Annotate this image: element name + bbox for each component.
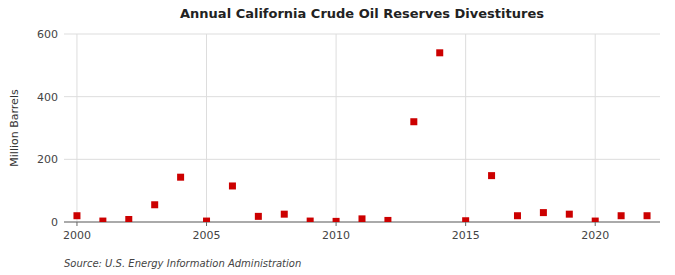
x-grid-line	[336, 34, 337, 222]
point	[307, 218, 314, 222]
chart: Annual California Crude Oil Reserves Div…	[0, 0, 675, 275]
x-tick-label: 2005	[193, 229, 221, 242]
point	[462, 217, 469, 222]
x-tick-label: 2015	[452, 229, 480, 242]
point	[177, 174, 184, 181]
y-grid-line	[64, 159, 660, 160]
point	[203, 218, 210, 222]
point	[436, 49, 443, 56]
y-tick-label: 600	[37, 28, 58, 41]
point	[99, 218, 106, 222]
point	[151, 201, 158, 208]
chart-container: Annual California Crude Oil Reserves Div…	[0, 0, 675, 275]
x-tick	[465, 222, 466, 226]
x-tick	[206, 222, 207, 226]
point	[514, 212, 521, 219]
point	[488, 172, 495, 179]
point	[384, 217, 391, 222]
x-grid-line	[76, 34, 77, 222]
point	[255, 213, 262, 220]
point	[618, 212, 625, 219]
point	[644, 212, 651, 219]
grid	[64, 34, 660, 222]
x-tick	[76, 222, 77, 226]
x-grid-line	[595, 34, 596, 222]
y-grid-line	[64, 96, 660, 97]
x-tick-label: 2000	[63, 229, 91, 242]
title: Annual California Crude Oil Reserves Div…	[180, 6, 544, 21]
x-grid-line	[206, 34, 207, 222]
x-tick	[595, 222, 596, 226]
point	[592, 218, 599, 222]
point	[359, 215, 366, 222]
point	[125, 216, 132, 222]
point	[281, 211, 288, 218]
x-tick-label: 2010	[322, 229, 350, 242]
point	[566, 211, 573, 218]
points	[73, 49, 650, 222]
x-tick	[336, 222, 337, 226]
y-tick-label: 400	[37, 91, 58, 104]
x-tick-label: 2020	[581, 229, 609, 242]
point	[73, 212, 80, 219]
x-grid-line	[465, 34, 466, 222]
y-tick-label: 200	[37, 153, 58, 166]
y-tick-label: 0	[51, 216, 58, 229]
point	[229, 182, 236, 189]
source-note: Source: U.S. Energy Information Administ…	[64, 258, 301, 269]
y-axis-label: Million Barrels	[8, 89, 21, 167]
y-grid-line	[64, 34, 660, 35]
point	[540, 209, 547, 216]
point	[410, 118, 417, 125]
point	[333, 218, 340, 222]
